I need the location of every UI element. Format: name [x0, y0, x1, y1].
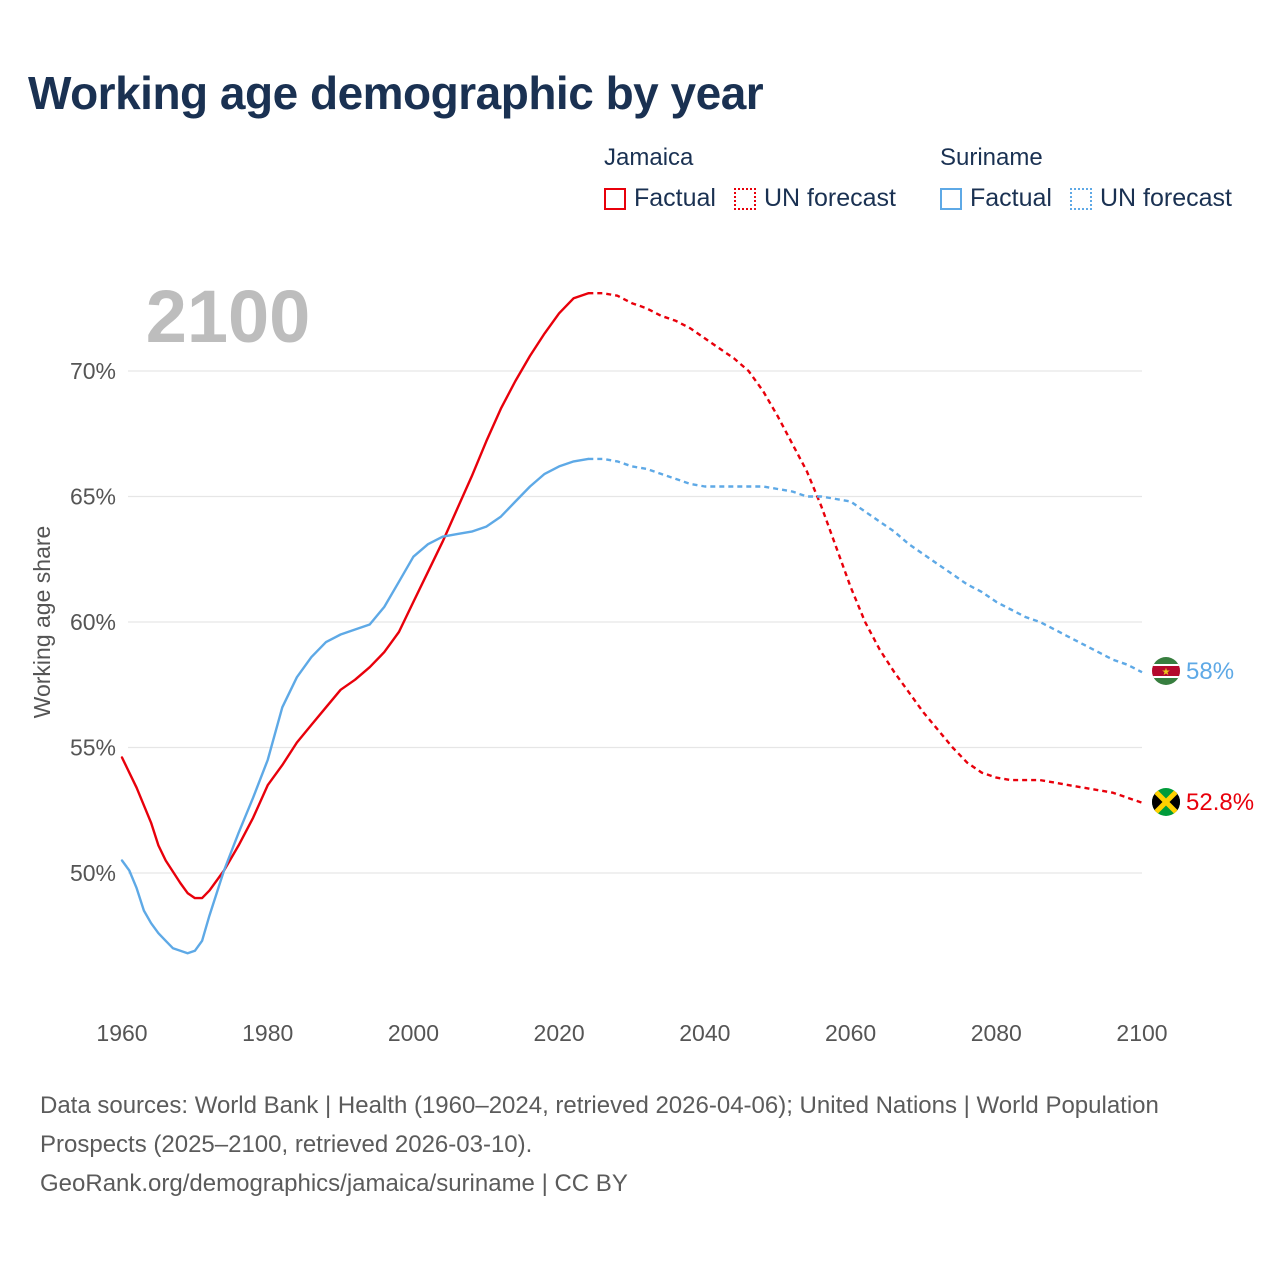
legend-item-label: Factual: [634, 184, 716, 212]
x-tick-label: 1980: [242, 1020, 293, 1046]
attribution-link[interactable]: GeoRank.org/demographics/jamaica/surinam…: [40, 1170, 628, 1197]
jamaica-forecast-line[interactable]: [588, 292, 1143, 804]
y-tick-label: 50%: [70, 860, 116, 886]
suriname-forecast-line[interactable]: [588, 457, 1143, 674]
jamaica-end-value-label: 52.8%: [1186, 789, 1254, 816]
solid-line-swatch-icon: [940, 187, 962, 210]
legend-item-label: UN forecast: [763, 184, 896, 212]
x-tick-label: 2080: [971, 1020, 1022, 1046]
y-axis-label: Working age share: [29, 526, 55, 719]
legend-item-suriname-forecast[interactable]: UN forecast: [1069, 184, 1232, 213]
legend-country-label: Suriname: [940, 144, 1043, 171]
svg-text:★: ★: [1162, 667, 1171, 678]
suriname-end-value-label: 58%: [1186, 658, 1234, 685]
source-footer: Data sources: World Bank | Health (1960–…: [40, 1086, 1220, 1203]
data-sources-text: Data sources: World Bank | Health (1960–…: [40, 1092, 1159, 1158]
y-tick-label: 60%: [70, 609, 116, 635]
dotted-line-swatch-icon: [1069, 187, 1092, 210]
y-tick-label: 70%: [70, 358, 116, 384]
suriname-factual-line[interactable]: [120, 457, 590, 955]
legend-group-suriname: Suriname Factual UN forecast: [940, 144, 1232, 213]
line-chart: 2100 50% 55% 60% 65% 70% 1960 1980 2000 2020 204…: [29, 275, 1254, 1046]
legend-item-label: Factual: [970, 184, 1052, 212]
current-year-label: 2100: [146, 275, 311, 358]
legend-item-jamaica-forecast[interactable]: UN forecast: [733, 184, 896, 213]
x-tick-label: 2040: [679, 1020, 730, 1046]
legend-country-label: Jamaica: [604, 144, 694, 171]
y-tick-label: 55%: [70, 735, 116, 761]
dotted-line-swatch-icon: [733, 187, 756, 210]
jamaica-factual-line[interactable]: [120, 292, 590, 900]
legend-group-jamaica: Jamaica Factual UN forecast: [604, 144, 896, 213]
legend-item-label: UN forecast: [1099, 184, 1232, 212]
jamaica-flag-icon: [1152, 788, 1180, 816]
x-tick-label: 1960: [96, 1020, 147, 1046]
x-tick-label: 2060: [825, 1020, 876, 1046]
x-tick-label: 2000: [388, 1020, 439, 1046]
y-tick-label: 65%: [70, 484, 116, 510]
legend-item-jamaica-factual[interactable]: Factual: [604, 184, 716, 213]
suriname-flag-icon: ★: [1152, 657, 1180, 685]
legend-item-suriname-factual[interactable]: Factual: [940, 184, 1052, 213]
chart-title: Working age demographic by year: [28, 67, 764, 119]
x-tick-label: 2100: [1116, 1020, 1167, 1046]
x-tick-label: 2020: [534, 1020, 585, 1046]
solid-line-swatch-icon: [604, 187, 626, 210]
